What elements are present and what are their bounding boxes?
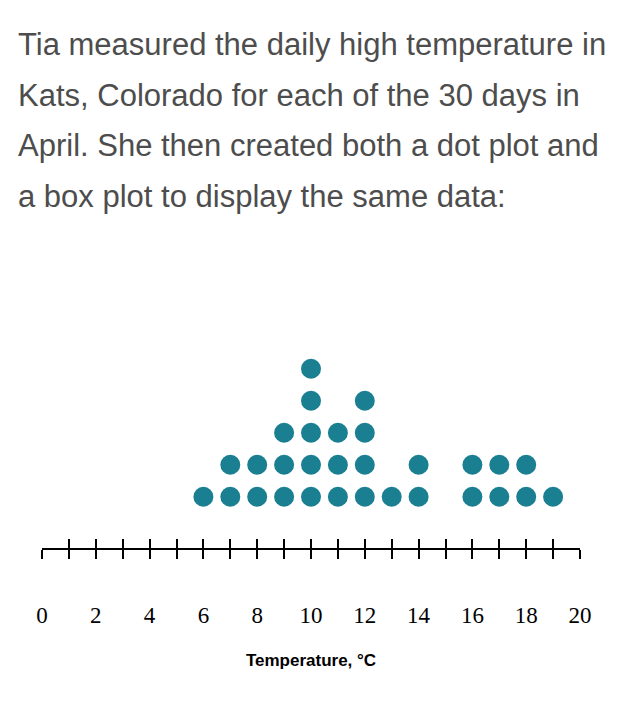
html-text:Tia measured the daily high te: Tia measured the daily high temperature … <box>18 27 607 214</box>
svg-text:2: 2 <box>90 603 102 628</box>
svg-text:18: 18 <box>515 603 538 628</box>
svg-text:16: 16 <box>461 603 484 628</box>
svg-text:8: 8 <box>251 603 263 628</box>
svg-text:0: 0 <box>36 603 48 628</box>
svg-text:14: 14 <box>407 603 431 628</box>
svg-text:4: 4 <box>144 603 156 628</box>
svg-text:6: 6 <box>198 603 210 628</box>
svg-text:20: 20 <box>569 603 592 628</box>
svg-text:10: 10 <box>300 603 323 628</box>
svg-text:Temperature, °C: Temperature, °C <box>246 651 376 670</box>
svg-text:12: 12 <box>353 603 376 628</box>
